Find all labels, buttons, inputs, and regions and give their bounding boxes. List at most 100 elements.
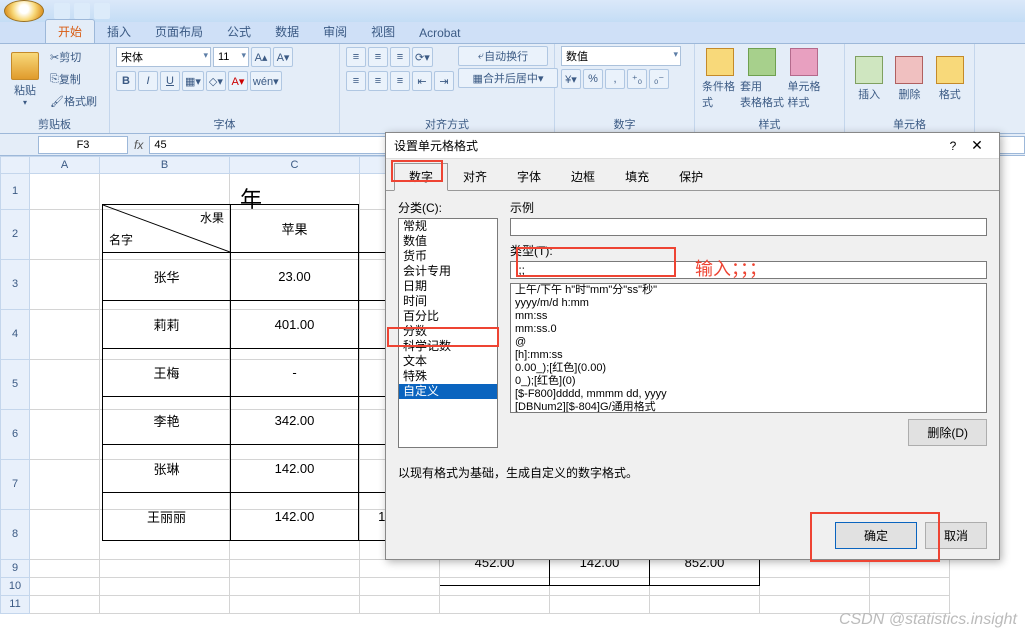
type-item[interactable]: yyyy/m/d h:mm <box>511 297 986 310</box>
align-center-button[interactable]: ≡ <box>368 71 388 91</box>
indent-inc-button[interactable]: ⇥ <box>434 71 454 91</box>
dec-decimal-button[interactable]: ₀⁻ <box>649 69 669 89</box>
fx-icon[interactable]: fx <box>134 138 143 152</box>
number-format-combo[interactable]: 数值 <box>561 46 681 66</box>
dialog-tab[interactable]: 对齐 <box>448 163 502 190</box>
font-name-combo[interactable]: 宋体 <box>116 47 211 67</box>
ribbon-tab[interactable]: 插入 <box>95 20 143 43</box>
dialog-help-button[interactable]: ? <box>943 139 963 153</box>
col-header[interactable]: B <box>100 156 230 174</box>
col-header[interactable]: A <box>30 156 100 174</box>
cond-format-button[interactable]: 条件格式 <box>701 46 739 112</box>
phonetic-button[interactable]: wén▾ <box>250 71 282 91</box>
row-header[interactable]: 4 <box>0 310 30 360</box>
indent-dec-button[interactable]: ⇤ <box>412 71 432 91</box>
type-item[interactable]: 上午/下午 h"时"mm"分"ss"秒" <box>511 284 986 297</box>
ok-button[interactable]: 确定 <box>835 522 917 549</box>
qat-redo-icon[interactable] <box>94 3 110 19</box>
category-item[interactable]: 百分比 <box>399 309 497 324</box>
type-item[interactable]: [DBNum2][$-804]G/通用格式 <box>511 401 986 413</box>
copy-button[interactable]: ⎘ 复制 <box>48 69 83 89</box>
type-item[interactable]: [h]:mm:ss <box>511 349 986 362</box>
category-item[interactable]: 会计专用 <box>399 264 497 279</box>
category-item[interactable]: 常规 <box>399 219 497 234</box>
border-button[interactable]: ▦▾ <box>182 71 204 91</box>
dialog-tab[interactable]: 字体 <box>502 163 556 190</box>
painter-button[interactable]: 🖌 格式刷 <box>48 91 99 111</box>
inc-decimal-button[interactable]: ⁺₀ <box>627 69 647 89</box>
category-item[interactable]: 文本 <box>399 354 497 369</box>
ribbon-tab[interactable]: Acrobat <box>407 23 472 43</box>
table-format-button[interactable]: 套用 表格格式 <box>743 46 781 112</box>
office-button[interactable] <box>4 0 44 22</box>
qat-save-icon[interactable] <box>54 3 70 19</box>
align-right-button[interactable]: ≡ <box>390 71 410 91</box>
category-item[interactable]: 分数 <box>399 324 497 339</box>
row-header[interactable]: 8 <box>0 510 30 560</box>
font-color-button[interactable]: A▾ <box>228 71 248 91</box>
underline-button[interactable]: U <box>160 71 180 91</box>
row-header[interactable]: 9 <box>0 560 30 578</box>
row-header[interactable]: 5 <box>0 360 30 410</box>
row-header[interactable]: 7 <box>0 460 30 510</box>
category-item[interactable]: 时间 <box>399 294 497 309</box>
dialog-tab[interactable]: 填充 <box>610 163 664 190</box>
delete-cells-button[interactable]: 删除 <box>891 46 927 112</box>
category-item[interactable]: 科学记数 <box>399 339 497 354</box>
ribbon-tab[interactable]: 数据 <box>263 20 311 43</box>
category-list[interactable]: 常规数值货币会计专用日期时间百分比分数科学记数文本特殊自定义 <box>398 218 498 448</box>
dialog-tab[interactable]: 边框 <box>556 163 610 190</box>
italic-button[interactable]: I <box>138 71 158 91</box>
ribbon-tab[interactable]: 页面布局 <box>143 20 215 43</box>
type-item[interactable]: mm:ss <box>511 310 986 323</box>
align-left-button[interactable]: ≡ <box>346 71 366 91</box>
dialog-tab[interactable]: 保护 <box>664 163 718 190</box>
currency-button[interactable]: ¥▾ <box>561 69 581 89</box>
type-item[interactable]: [$-F800]dddd, mmmm dd, yyyy <box>511 388 986 401</box>
comma-button[interactable]: , <box>605 69 625 89</box>
wrap-text-button[interactable]: ⤶ 自动换行 <box>458 46 548 66</box>
name-box[interactable] <box>38 136 128 154</box>
select-all-corner[interactable] <box>0 156 30 174</box>
ribbon-tab[interactable]: 开始 <box>45 19 95 43</box>
row-header[interactable]: 11 <box>0 596 30 614</box>
category-item[interactable]: 数值 <box>399 234 497 249</box>
dialog-tab[interactable]: 数字 <box>394 163 448 191</box>
qat-undo-icon[interactable] <box>74 3 90 19</box>
type-input[interactable] <box>510 261 987 279</box>
merge-center-button[interactable]: ▦ 合并后居中 ▾ <box>458 68 558 88</box>
type-item[interactable]: 0_);[红色](0) <box>511 375 986 388</box>
align-bottom-button[interactable]: ≡ <box>390 47 410 67</box>
row-header[interactable]: 6 <box>0 410 30 460</box>
dialog-close-button[interactable]: ✕ <box>963 137 991 154</box>
ribbon-tab[interactable]: 公式 <box>215 20 263 43</box>
fill-color-button[interactable]: ◇▾ <box>206 71 226 91</box>
align-top-button[interactable]: ≡ <box>346 47 366 67</box>
insert-cells-button[interactable]: 插入 <box>851 46 887 112</box>
row-header[interactable]: 1 <box>0 174 30 210</box>
type-item[interactable]: mm:ss.0 <box>511 323 986 336</box>
category-item[interactable]: 自定义 <box>399 384 497 399</box>
font-size-combo[interactable]: 11 <box>213 47 249 67</box>
align-middle-button[interactable]: ≡ <box>368 47 388 67</box>
ribbon-tab[interactable]: 视图 <box>359 20 407 43</box>
type-item[interactable]: 0.00_);[红色](0.00) <box>511 362 986 375</box>
cell-style-button[interactable]: 单元格 样式 <box>785 46 823 112</box>
percent-button[interactable]: % <box>583 69 603 89</box>
category-item[interactable]: 货币 <box>399 249 497 264</box>
cancel-button[interactable]: 取消 <box>925 522 987 549</box>
row-header[interactable]: 3 <box>0 260 30 310</box>
orientation-button[interactable]: ⟳▾ <box>412 47 433 67</box>
col-header[interactable]: C <box>230 156 360 174</box>
cut-button[interactable]: ✂ 剪切 <box>48 47 83 67</box>
paste-button[interactable]: 粘贴▾ <box>6 46 44 112</box>
bold-button[interactable]: B <box>116 71 136 91</box>
grow-font-button[interactable]: A▴ <box>251 47 271 67</box>
category-item[interactable]: 日期 <box>399 279 497 294</box>
shrink-font-button[interactable]: A▾ <box>273 47 293 67</box>
category-item[interactable]: 特殊 <box>399 369 497 384</box>
format-cells-button[interactable]: 格式 <box>932 46 968 112</box>
type-list[interactable]: 上午/下午 h"时"mm"分"ss"秒"yyyy/m/d h:mmmm:ssmm… <box>510 283 987 413</box>
row-header[interactable]: 2 <box>0 210 30 260</box>
delete-button[interactable]: 删除(D) <box>908 419 987 446</box>
